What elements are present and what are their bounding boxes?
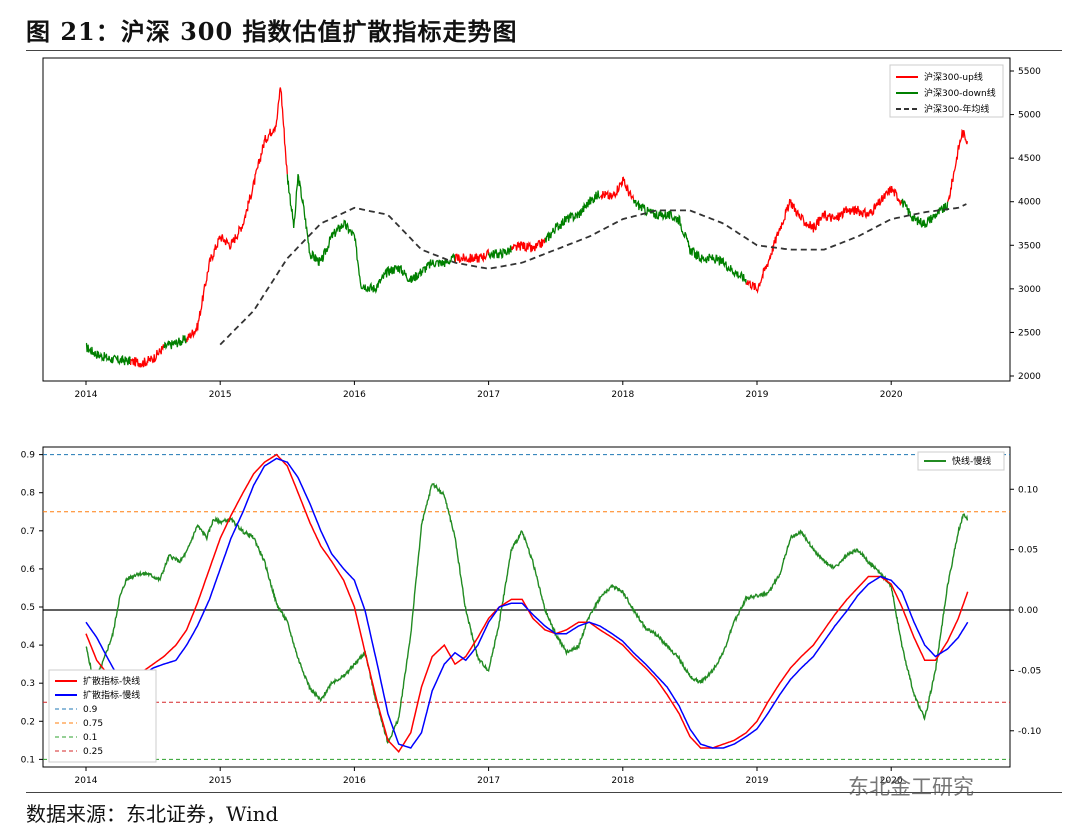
legend-label: 沪深300-年均线	[924, 103, 989, 115]
y-left-tick-label: 0.2	[21, 717, 35, 727]
figure-title: 图 21：沪深 300 指数估值扩散指标走势图	[26, 17, 518, 46]
down-line-segment	[901, 198, 949, 228]
x-tick-label: 2018	[611, 776, 634, 786]
y-tick-label: 2000	[1018, 372, 1041, 382]
x-tick-label: 2014	[75, 776, 98, 786]
x-tick-label: 2020	[880, 390, 903, 400]
y-tick-label: 2500	[1018, 328, 1041, 338]
y-left-tick-label: 0.3	[21, 679, 35, 689]
y-tick-label: 5500	[1018, 67, 1041, 77]
x-tick-label: 2016	[343, 390, 366, 400]
x-tick-label: 2017	[477, 390, 500, 400]
legend-label: 0.75	[83, 719, 103, 729]
legend-label: 0.25	[83, 747, 103, 757]
legend-label: 扩散指标-快线	[83, 675, 140, 687]
legend-label: 0.1	[83, 733, 97, 743]
x-tick-label: 2015	[209, 390, 232, 400]
down-line-segment	[163, 334, 188, 350]
y-left-tick-label: 0.5	[21, 603, 35, 613]
x-tick-label: 2015	[209, 776, 232, 786]
title-divider	[26, 50, 1062, 51]
y-left-tick-label: 0.6	[21, 565, 36, 575]
x-tick-label: 2016	[343, 776, 366, 786]
x-tick-label: 2017	[477, 776, 500, 786]
down-line-segment	[488, 245, 512, 260]
legend-label: 沪深300-up线	[924, 71, 983, 83]
y-right-tick-label: -0.10	[1018, 727, 1042, 737]
diffusion-chart: 2014 2015 2016 2017 2018 2019 2020 0.1 0.2 0.3 0.4…	[21, 446, 1042, 786]
price-chart: 2014 2015 2016 2017 2018 2019 2020 2000 2500 3000…	[42, 57, 1041, 400]
legend-box	[48, 669, 157, 763]
y-left-tick-label: 0.7	[21, 527, 35, 537]
down-line-segment	[544, 190, 601, 243]
y-right-tick-label: 0.00	[1018, 606, 1038, 616]
y-right-tick-label: 0.05	[1018, 546, 1038, 556]
y-left-tick-label: 0.8	[21, 489, 36, 499]
watermark-text: 东北金工研究	[848, 775, 974, 799]
slow-line	[85, 457, 969, 749]
y-left-tick-label: 0.4	[21, 641, 36, 651]
y-right-tick-label: 0.10	[1018, 485, 1038, 495]
year-average-line	[219, 203, 967, 346]
diff-line	[85, 482, 969, 744]
y-left-tick-label: 0.9	[21, 451, 36, 461]
up-line-segment	[129, 344, 165, 368]
y-left-tick-label: 0.1	[21, 755, 35, 765]
x-tick-label: 2019	[746, 776, 769, 786]
y-tick-label: 5000	[1018, 111, 1041, 121]
x-tick-label: 2020	[880, 776, 903, 786]
up-line-segment	[186, 87, 288, 343]
legend-label: 0.9	[83, 705, 98, 715]
legend-box	[917, 451, 1005, 471]
y-tick-label: 3000	[1018, 285, 1041, 295]
y-tick-label: 4500	[1018, 154, 1041, 164]
legend-label: 快线-慢线	[952, 455, 991, 467]
legend-label: 扩散指标-慢线	[83, 689, 140, 701]
data-source-note: 数据来源：东北证券，Wind	[26, 802, 279, 826]
y-tick-label: 4000	[1018, 198, 1041, 208]
x-tick-label: 2014	[75, 390, 98, 400]
y-tick-label: 3500	[1018, 241, 1041, 251]
down-line-segment	[632, 199, 747, 285]
plot-frame	[42, 57, 1011, 382]
up-line-segment	[599, 176, 635, 201]
up-line-segment	[511, 237, 546, 253]
up-line-segment	[947, 129, 969, 203]
y-right-tick-label: -0.05	[1018, 666, 1041, 676]
x-tick-label: 2019	[746, 390, 769, 400]
source-divider	[26, 792, 1062, 793]
legend-label: 沪深300-down线	[924, 87, 996, 99]
x-tick-label: 2018	[611, 390, 634, 400]
down-line-segment	[286, 173, 456, 294]
up-line-segment	[745, 185, 903, 295]
down-line-segment	[85, 342, 131, 366]
up-line-segment	[454, 248, 490, 264]
fast-line	[85, 453, 969, 754]
legend-right: 快线-慢线	[917, 451, 1005, 471]
